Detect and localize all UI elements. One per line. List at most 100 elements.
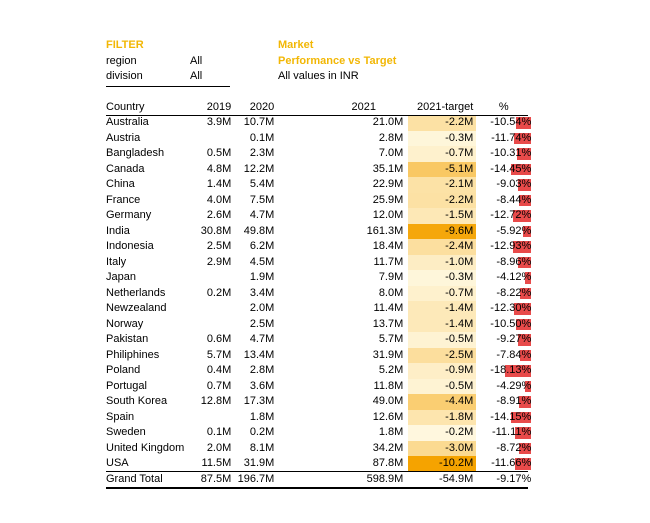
market-table: Country 2019 2020 2021 2021-target % Aus…: [106, 100, 532, 487]
pct-text: -4.12%: [496, 271, 532, 283]
table-row: China 1.4M 5.4M 22.9M -2.1M -9.03%: [106, 177, 532, 193]
cell-2019: 12.8M: [200, 395, 232, 407]
grand-total-2019: 87.5M: [200, 472, 232, 485]
table-row: India 30.8M 49.8M 161.3M -9.6M -5.92%: [106, 223, 532, 240]
cell-country: India: [106, 224, 130, 237]
cell-pct: -10.31%: [476, 146, 532, 162]
pct-text: -14.15%: [490, 410, 532, 423]
pct-bar: [520, 349, 532, 361]
grand-total-top-line: [106, 470, 528, 472]
header-2020[interactable]: 2020: [249, 101, 275, 113]
cell-2021: 25.9M: [372, 193, 404, 206]
cell-diff: -1.4M: [408, 301, 477, 317]
cell-pct: -5.92%: [476, 224, 532, 240]
cell-country: Norway: [106, 317, 144, 330]
cell-2020: 49.8M: [243, 224, 275, 237]
table-row: Norway 2.5M 13.7M -1.4M -10.50%: [106, 316, 532, 333]
cell-country: Poland: [106, 364, 141, 376]
pct-text: -10.54%: [490, 116, 532, 128]
pct-text: -8.96%: [496, 255, 532, 268]
cell-pct: -12.30%: [476, 301, 532, 317]
header-pct[interactable]: %: [498, 101, 509, 113]
cell-diff: -0.7M: [408, 146, 477, 162]
pct-bar: [519, 194, 532, 206]
cell-2021: 11.4M: [373, 302, 404, 314]
table-row: South Korea 12.8M 17.3M 49.0M -4.4M -8.91%: [106, 394, 532, 410]
filter-region-value[interactable]: All: [190, 55, 203, 67]
cell-pct: -11.11%: [476, 425, 532, 441]
pct-bar: [525, 272, 532, 284]
table-row: Bangladesh 0.5M 2.3M 7.0M -0.7M -10.31%: [106, 146, 532, 162]
cell-pct: -12.93%: [476, 239, 532, 255]
cell-diff: -3.0M: [408, 440, 477, 456]
pct-text: -5.92%: [496, 224, 532, 237]
pct-text: -9.03%: [496, 178, 532, 190]
pct-bar: [518, 396, 532, 408]
pct-text: -9.27%: [496, 333, 532, 345]
cell-country: South Korea: [106, 395, 168, 407]
cell-2020: 8.1M: [249, 441, 275, 454]
cell-country: Sweden: [106, 426, 146, 438]
cell-2021: 1.8M: [378, 426, 404, 438]
header-2021[interactable]: 2021: [351, 101, 377, 113]
cell-2020: 2.8M: [249, 364, 275, 376]
cell-2020: 0.1M: [249, 131, 275, 144]
cell-2020: 6.2M: [249, 240, 275, 252]
pct-bar: [518, 334, 532, 346]
cell-2020: 3.4M: [249, 286, 275, 299]
cell-country: France: [106, 193, 141, 206]
cell-diff: -1.0M: [408, 254, 477, 270]
grand-total-bottom-line: [106, 487, 528, 489]
cell-country: Portugal: [106, 379, 147, 392]
cell-2021: 13.7M: [372, 317, 404, 330]
pct-text: -11.11%: [491, 426, 532, 438]
header-2019[interactable]: 2019: [206, 101, 232, 113]
cell-2021: 8.0M: [378, 286, 404, 299]
cell-diff: -1.8M: [408, 409, 477, 425]
cell-pct: -12.72%: [476, 208, 532, 224]
cell-diff: -10.2M: [408, 456, 477, 472]
cell-2020: 2.0M: [249, 302, 275, 314]
cell-2019: 2.5M: [206, 240, 232, 252]
cell-pct: -10.54%: [476, 115, 532, 131]
cell-2021: 11.8M: [373, 379, 404, 392]
cell-country: Spain: [106, 410, 135, 423]
cell-2020: 7.5M: [249, 193, 275, 206]
report-subtitle: Performance vs Target: [278, 55, 397, 67]
cell-2019: 3.9M: [206, 116, 232, 128]
pct-text: -8.72%: [496, 441, 532, 454]
cell-2020: 31.9M: [243, 457, 275, 469]
cell-2019: 2.9M: [206, 255, 232, 268]
cell-2020: 1.9M: [249, 271, 275, 283]
cell-pct: -8.44%: [476, 193, 532, 209]
cell-2019: [184, 317, 231, 333]
pct-text: -12.93%: [490, 240, 532, 252]
table-row: Japan 1.9M 7.9M -0.3M -4.12%: [106, 270, 532, 286]
cell-2021: 11.7M: [373, 255, 404, 268]
table-row: Portugal 0.7M 3.6M 11.8M -0.5M -4.29%: [106, 378, 532, 394]
pct-bar: [522, 225, 532, 237]
grand-total-label: Grand Total: [106, 472, 163, 485]
cell-pct: -4.12%: [476, 270, 532, 286]
table-row: Canada 4.8M 12.2M 35.1M -5.1M -14.45%: [106, 161, 532, 177]
cell-2020: 17.3M: [243, 395, 275, 407]
cell-2019: 4.0M: [206, 193, 232, 206]
cell-2019: 11.5M: [201, 457, 232, 469]
cell-2019: 0.7M: [206, 379, 232, 392]
table-row: Austria 0.1M 2.8M -0.3M -11.74%: [106, 130, 532, 146]
cell-2019: 1.4M: [206, 178, 232, 190]
header-country[interactable]: Country: [106, 101, 145, 113]
cell-pct: -9.03%: [476, 177, 532, 193]
header-diff[interactable]: 2021-target: [417, 101, 474, 113]
cell-country: Germany: [106, 209, 152, 221]
cell-2020: 3.6M: [249, 379, 275, 392]
pct-text: -10.31%: [490, 147, 532, 159]
filter-title: FILTER: [106, 39, 144, 51]
cell-2019: [184, 270, 231, 286]
cell-diff: -0.3M: [408, 270, 477, 286]
filter-division-value[interactable]: All: [190, 70, 203, 82]
table-body: Australia 3.9M 10.7M 21.0M -2.2M -10.54% Austr…: [106, 115, 532, 487]
cell-diff: -2.2M: [408, 115, 477, 131]
cell-2019: 2.0M: [206, 441, 232, 454]
filter-division-label: division: [106, 70, 143, 82]
